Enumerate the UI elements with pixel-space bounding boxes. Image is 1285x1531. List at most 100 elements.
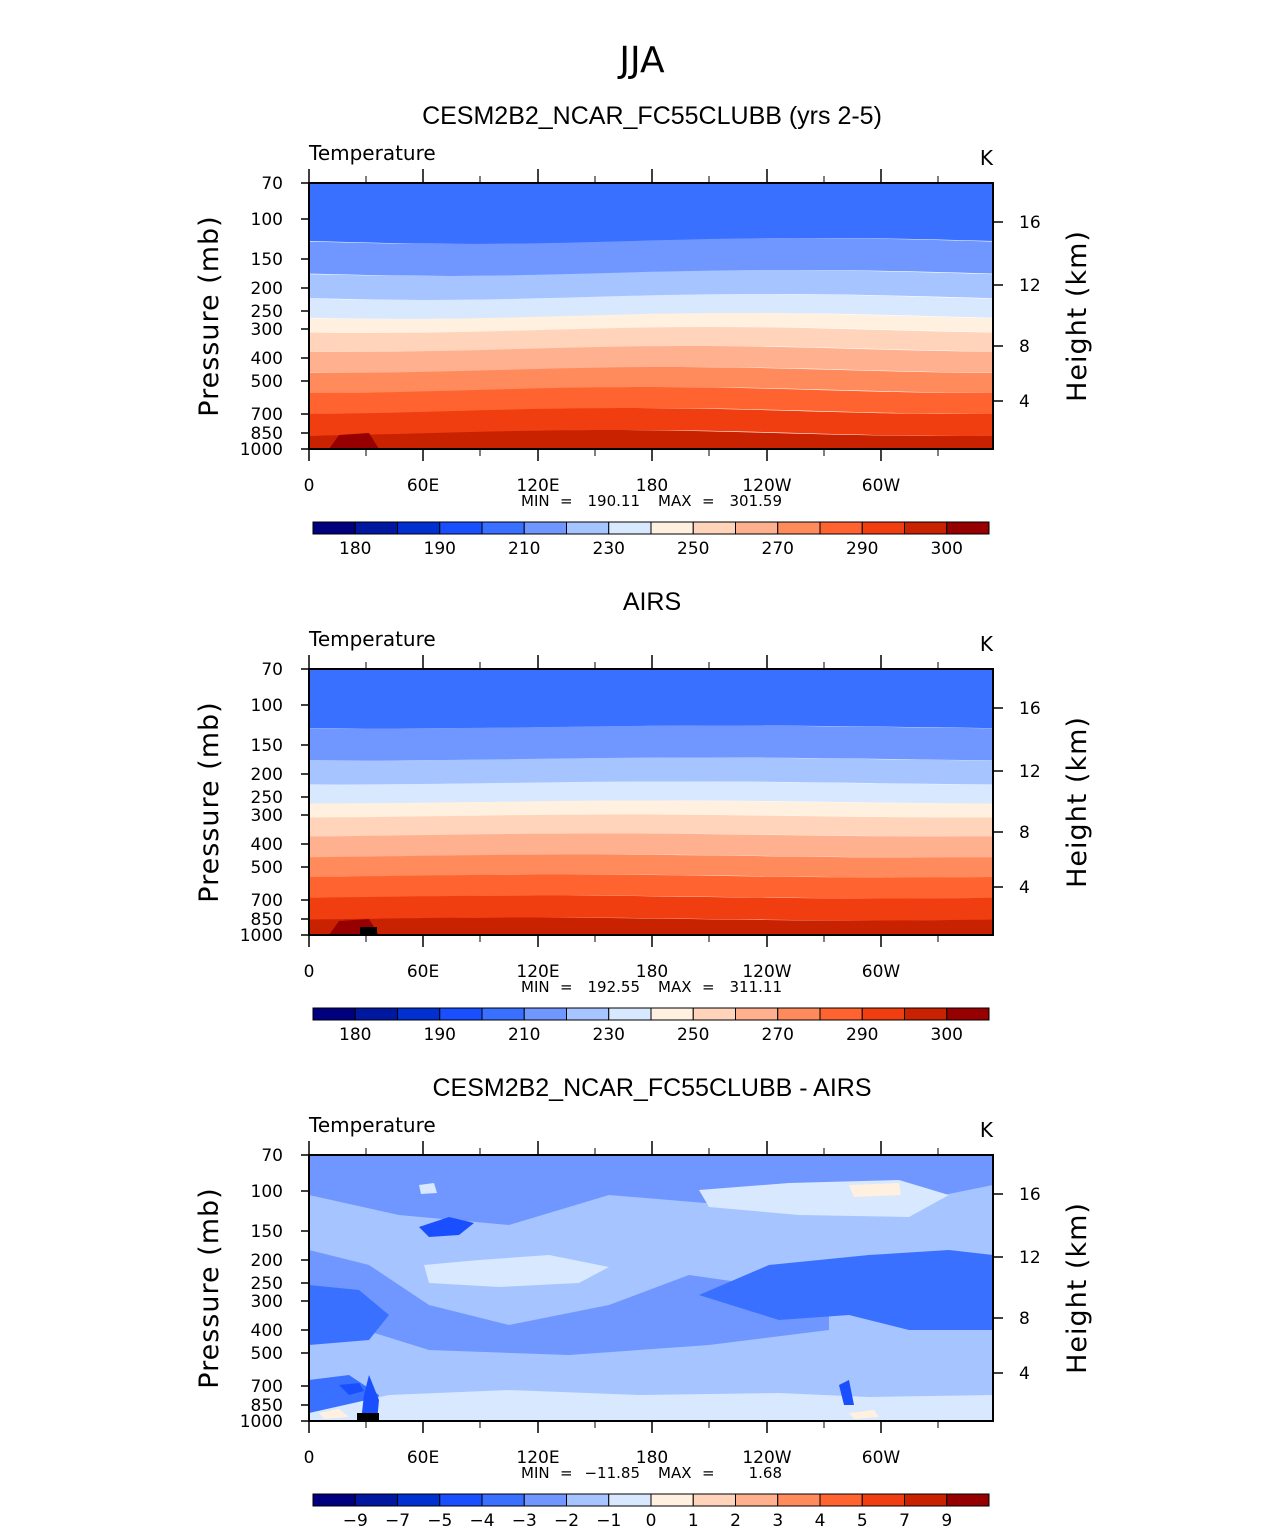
colorbar-swatch — [861, 1493, 905, 1507]
contour-band — [319, 1409, 349, 1419]
colorbar-label: 4 — [815, 1511, 826, 1531]
max-label: MAX — [658, 1464, 691, 1482]
colorbar-label: 5 — [857, 1511, 868, 1531]
colorbar-swatch — [946, 1007, 990, 1021]
contour-band — [419, 1183, 437, 1194]
contour-band — [309, 1285, 389, 1345]
colorbar-label: 250 — [677, 1025, 709, 1045]
y-tick-label: 250 — [251, 302, 283, 322]
colorbar-swatch — [650, 1007, 694, 1021]
x-tick-label: 60E — [407, 962, 439, 982]
contour-band — [849, 1183, 901, 1197]
y2-tick-label: 4 — [1019, 1364, 1030, 1384]
colorbar-swatch — [439, 521, 483, 535]
y-tick-label: 70 — [261, 1146, 283, 1166]
colorbar-swatch — [861, 521, 905, 535]
colorbar-label: 9 — [941, 1511, 952, 1531]
y-tick-label: 1000 — [240, 926, 283, 946]
colorbar-swatch — [608, 1493, 652, 1507]
contour-band — [309, 874, 993, 899]
y-tick-label: 150 — [251, 736, 283, 756]
contour-band — [829, 924, 949, 935]
colorbar-swatch — [354, 1007, 398, 1021]
min-value: −11.85 — [584, 1464, 640, 1482]
contour-band — [699, 1250, 993, 1330]
max-value: 311.11 — [730, 978, 783, 996]
y-tick-label: 400 — [251, 835, 283, 855]
contour-band — [309, 814, 993, 837]
y-tick-label: 150 — [251, 250, 283, 270]
y-tick-label: 70 — [261, 660, 283, 680]
contour-band — [309, 367, 993, 393]
contour-band — [829, 438, 949, 449]
colorbar-swatch — [481, 1493, 525, 1507]
contour-band — [849, 1410, 879, 1419]
colorbar-label: 190 — [424, 539, 456, 559]
y2-tick-label: 8 — [1019, 823, 1030, 843]
colorbar-label: −7 — [385, 1511, 410, 1531]
x-tick-label: 0 — [304, 476, 315, 496]
panel-title: AIRS — [623, 588, 681, 616]
colorbar-label: 180 — [339, 539, 371, 559]
y2-axis-title: Height (km) — [1062, 716, 1093, 888]
y2-tick-label: 8 — [1019, 337, 1030, 357]
contour-band — [329, 433, 379, 449]
contour-band — [309, 294, 993, 319]
colorbar-label: 3 — [772, 1511, 783, 1531]
max-equals: = — [702, 1464, 715, 1482]
x-tick-label: 120E — [516, 962, 559, 982]
figure-title: JJA — [617, 40, 665, 81]
colorbar-label: −3 — [512, 1511, 537, 1531]
contour-field — [309, 1155, 993, 1421]
colorbar-swatch — [692, 521, 736, 535]
y-tick-label: 300 — [251, 1292, 283, 1312]
colorbar-swatch — [439, 1007, 483, 1021]
contour-band — [309, 781, 993, 804]
y2-axis-title: Height (km) — [1062, 230, 1093, 402]
colorbar: 180 190 210 230 250 270 290 300 — [312, 521, 990, 559]
x-tick-label: 60E — [407, 1448, 439, 1468]
y-tick-label: 700 — [251, 891, 283, 911]
x-tick-label: 120E — [516, 1448, 559, 1468]
colorbar-swatch — [312, 1007, 356, 1021]
x-tick-label: 120W — [742, 962, 791, 982]
y2-tick-label: 12 — [1019, 1248, 1041, 1268]
colorbar-swatch — [566, 521, 610, 535]
colorbar-label: 230 — [593, 539, 625, 559]
colorbar-swatch — [608, 1007, 652, 1021]
contour-band — [309, 757, 993, 785]
contour-band — [309, 313, 993, 333]
y2-tick-label: 16 — [1019, 213, 1041, 233]
max-value: 1.68 — [749, 1464, 782, 1482]
y2-tick-label: 8 — [1019, 1309, 1030, 1329]
colorbar-swatch — [566, 1493, 610, 1507]
plot-frame — [308, 668, 994, 936]
x-tick-label: 180 — [636, 1448, 668, 1468]
y-tick-label: 200 — [251, 279, 283, 299]
contour-band — [309, 408, 993, 436]
y-tick-label: 70 — [261, 174, 283, 194]
contour-band — [309, 346, 993, 373]
colorbar-label: 250 — [677, 539, 709, 559]
variable-label: Temperature — [308, 141, 436, 165]
colorbar-label: 270 — [762, 1025, 794, 1045]
contour-band — [424, 1255, 609, 1287]
y-tick-label: 300 — [251, 320, 283, 340]
colorbar-swatch — [904, 1493, 948, 1507]
contour-band — [309, 238, 993, 276]
y-tick-label: 100 — [251, 696, 283, 716]
colorbar-label: 290 — [846, 539, 878, 559]
y-tick-label: 850 — [251, 910, 283, 930]
colorbar-swatch — [819, 521, 863, 535]
contour-band — [309, 854, 993, 878]
y-tick-label: 500 — [251, 372, 283, 392]
contour-band — [309, 895, 993, 921]
colorbar-swatch — [354, 521, 398, 535]
y-tick-label: 700 — [251, 405, 283, 425]
contour-band — [339, 1383, 364, 1395]
colorbar-label: 270 — [762, 539, 794, 559]
y-axis-title: Pressure (mb) — [194, 701, 225, 902]
min-value: 190.11 — [588, 492, 641, 510]
colorbar-swatch — [312, 521, 356, 535]
y-tick-label: 850 — [251, 1396, 283, 1416]
